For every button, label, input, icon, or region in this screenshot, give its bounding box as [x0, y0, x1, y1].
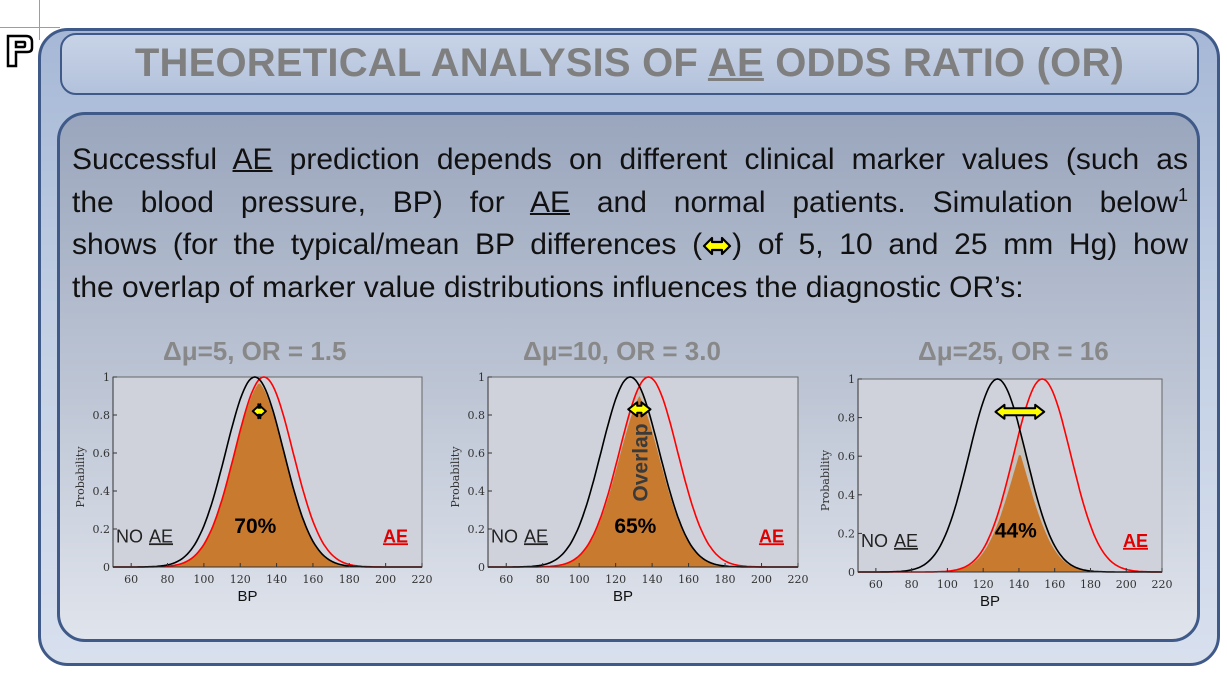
y-tick-label: 1	[478, 371, 485, 384]
page-title: THEORETICAL ANALYSIS OF AE ODDS RATIO (O…	[62, 41, 1197, 86]
title-ae: AE	[707, 41, 764, 85]
y-tick-label: 0.4	[468, 485, 486, 498]
x-tick-label: 220	[1152, 578, 1173, 591]
legend-no-ae-term: AE	[149, 526, 173, 546]
y-tick-label: 0.6	[93, 447, 111, 460]
legend-ae: AE	[383, 526, 408, 546]
x-tick-label: 80	[536, 573, 550, 586]
overlap-percent-label: 65%	[614, 515, 656, 538]
y-tick-label: 0.2	[468, 523, 486, 536]
x-tick-label: 100	[193, 573, 214, 586]
corner-guide-horizontal	[0, 27, 60, 28]
y-tick-label: 0.6	[468, 447, 486, 460]
text: ) of 5, 10 and 25 mm Hg) how	[732, 228, 1188, 261]
x-tick-label: 160	[302, 573, 323, 586]
overlap-region	[488, 396, 798, 567]
legend-no-ae-term: AE	[524, 526, 548, 546]
title-part: ODDS RATIO (OR)	[763, 41, 1125, 85]
x-tick-label: 220	[788, 573, 809, 586]
x-tick-label: 140	[1008, 578, 1029, 591]
overlap-region	[858, 455, 1162, 572]
y-tick-label: 0.4	[838, 489, 856, 502]
x-tick-label: 60	[869, 578, 883, 591]
mean-difference-arrow	[251, 403, 267, 420]
chart-title-3: Δμ=25, OR = 16	[918, 336, 1109, 366]
para-line-1: Successful AE prediction depends on diff…	[72, 139, 1188, 182]
x-tick-label: 100	[937, 578, 958, 591]
ae-term: AE	[529, 185, 570, 219]
x-axis-label: BP	[613, 588, 633, 605]
corner-guide-vertical	[39, 0, 40, 40]
title-banner: THEORETICAL ANALYSIS OF AE ODDS RATIO (O…	[60, 33, 1199, 95]
y-tick-label: 0	[478, 561, 485, 574]
chart-title-2: Δμ=10, OR = 3.0	[523, 336, 721, 366]
x-tick-label: 180	[715, 573, 736, 586]
text: Successful	[72, 143, 233, 176]
footnote-marker: 1	[1177, 184, 1188, 205]
y-tick-label: 0	[103, 561, 110, 574]
legend-no-ae-term: AE	[894, 531, 918, 551]
x-tick-label: 140	[266, 573, 287, 586]
para-line-3: shows (for the typical/mean BP differenc…	[72, 224, 1188, 267]
x-tick-label: 180	[1080, 578, 1101, 591]
y-tick-label: 0	[848, 566, 855, 579]
x-tick-label: 160	[1044, 578, 1065, 591]
title-part: THEORETICAL ANALYSIS OF	[134, 41, 708, 85]
para-line-4: the overlap of marker value distribution…	[72, 270, 1024, 304]
intro-paragraph: Successful AE prediction depends on diff…	[72, 139, 1188, 309]
y-tick-label: 0.4	[93, 485, 111, 498]
overlap-percent-label: 70%	[234, 515, 276, 538]
mean-difference-arrow	[627, 401, 652, 418]
x-tick-label: 60	[499, 573, 513, 586]
x-tick-label: 160	[678, 573, 699, 586]
y-tick-label: 1	[848, 373, 855, 386]
text: and normal patients. Simulation below	[569, 185, 1178, 219]
legend-no-ae: NO	[491, 526, 518, 546]
text: the blood pressure, BP) for	[72, 185, 530, 219]
x-tick-label: 100	[569, 573, 590, 586]
overlap-percent-label: 44%	[995, 519, 1037, 542]
x-tick-label: 200	[375, 573, 396, 586]
x-tick-label: 200	[751, 573, 772, 586]
y-tick-label: 0.2	[93, 523, 111, 536]
mean-difference-arrow	[994, 403, 1046, 420]
y-axis-label: Probability	[74, 446, 87, 508]
y-axis-label: Probability	[449, 446, 462, 508]
x-axis-label: BP	[237, 588, 257, 605]
legend-ae: AE	[1123, 531, 1148, 551]
y-tick-label: 1	[103, 371, 110, 384]
legend-no-ae: NO	[116, 526, 143, 546]
x-axis-label: BP	[980, 593, 1000, 610]
text: shows (for the typical/mean BP differenc…	[72, 228, 703, 261]
text: prediction depends on different clinical…	[272, 143, 1188, 176]
logo-icon	[6, 34, 34, 68]
y-tick-label: 0.2	[838, 527, 856, 540]
x-tick-label: 220	[412, 573, 433, 586]
y-tick-label: 0.8	[468, 409, 486, 422]
x-tick-label: 200	[1116, 578, 1137, 591]
overlap-rotated-label: Overlap	[629, 423, 652, 501]
y-axis-label: Probability	[819, 449, 832, 511]
x-tick-label: 80	[905, 578, 919, 591]
legend-ae: AE	[759, 526, 784, 546]
x-tick-label: 140	[642, 573, 663, 586]
x-tick-label: 180	[339, 573, 360, 586]
y-tick-label: 0.6	[838, 450, 856, 463]
x-tick-label: 80	[161, 573, 175, 586]
y-tick-label: 0.8	[93, 409, 111, 422]
double-arrow-icon	[703, 236, 732, 256]
chart-title-1: Δμ=5, OR = 1.5	[163, 336, 347, 366]
overlap-region	[113, 383, 422, 567]
x-tick-label: 120	[973, 578, 994, 591]
x-tick-label: 120	[605, 573, 626, 586]
x-tick-label: 60	[124, 573, 138, 586]
para-line-2: the blood pressure, BP) for AE and norma…	[72, 182, 1188, 225]
legend-no-ae: NO	[861, 531, 888, 551]
ae-term: AE	[232, 143, 273, 176]
y-tick-label: 0.8	[838, 412, 856, 425]
x-tick-label: 120	[230, 573, 251, 586]
